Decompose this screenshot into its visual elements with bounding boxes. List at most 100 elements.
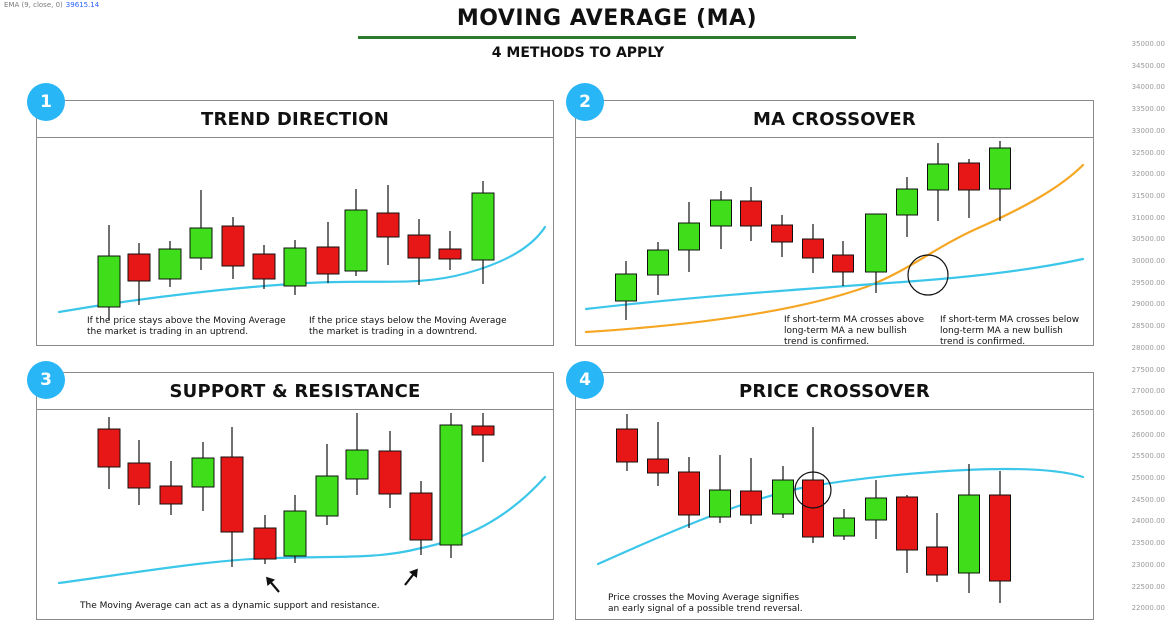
trend-direction-chart [57, 181, 547, 320]
bearish-candle [616, 414, 638, 471]
bearish-candle [958, 159, 980, 218]
price-tick: 28000.00 [1131, 343, 1165, 352]
bearish-candle [926, 513, 948, 582]
price-tick: 24500.00 [1131, 495, 1165, 504]
indicator-label: EMA (9, close, 0) [4, 1, 63, 9]
indicator-value: 39615.14 [65, 1, 100, 9]
arrow-icon [266, 576, 280, 593]
panel-title: MA CROSSOVER [576, 101, 1093, 138]
note-dynamic-support: The Moving Average can act as a dynamic … [80, 601, 380, 611]
bullish-candle [345, 413, 369, 495]
note-uptrend: If the price stays above the Moving Aver… [87, 316, 286, 337]
bearish-candle [989, 471, 1011, 603]
bearish-candle [409, 481, 433, 555]
bearish-candle [802, 224, 824, 273]
price-tick: 29000.00 [1131, 300, 1165, 309]
bullish-candle [158, 241, 182, 287]
bearish-candle [896, 495, 918, 573]
price-tick: 31500.00 [1131, 191, 1165, 200]
bullish-candle [833, 509, 855, 540]
bullish-candle [927, 143, 949, 221]
price-tick: 30000.00 [1131, 257, 1165, 265]
bullish-candle [896, 177, 918, 237]
bearish-candle [97, 417, 121, 489]
bullish-candle [710, 191, 732, 249]
support-resistance-chart [57, 413, 547, 593]
panel-title: TREND DIRECTION [37, 101, 553, 138]
price-tick: 30500.00 [1131, 235, 1165, 244]
price-tick: 23000.00 [1131, 560, 1165, 569]
price-tick: 34000.00 [1131, 83, 1165, 92]
panel-title: PRICE CROSSOVER [576, 373, 1093, 410]
bearish-candle [127, 243, 151, 305]
bearish-candle [220, 427, 244, 567]
price-tick: 32500.00 [1131, 148, 1165, 157]
price-tick: 27500.00 [1131, 365, 1165, 374]
bullish-candle [865, 213, 887, 293]
bullish-candle [989, 141, 1011, 221]
indicator-readout: EMA (9, close, 0) 39615.14 [4, 1, 99, 9]
price-axis[interactable]: 35000.00 34500.00 34000.00 33500.00 33000.00… [1121, 0, 1169, 630]
bearish-candle [127, 440, 151, 505]
bullish-candle [97, 225, 121, 320]
price-crossover-chart [596, 414, 1085, 603]
badge-2: 2 [566, 83, 604, 121]
note-downtrend: If the price stays below the Moving Aver… [309, 316, 507, 337]
price-tick: 24000.00 [1131, 517, 1165, 526]
crossover-circle [794, 471, 832, 509]
badge-1: 1 [27, 83, 65, 121]
bullish-candle [865, 480, 887, 539]
page-title: MOVING AVERAGE (MA) [456, 6, 758, 31]
price-tick: 26000.00 [1131, 430, 1165, 439]
price-tick: 25000.00 [1131, 474, 1165, 482]
bullish-candle [439, 413, 463, 558]
price-tick: 33500.00 [1131, 105, 1165, 114]
bearish-candle [740, 187, 762, 241]
bearish-candle [221, 217, 245, 279]
bullish-candle [678, 202, 700, 272]
note-bearish-cross: If short-term MA crosses below long-term… [940, 315, 1080, 347]
panel-price-crossover: PRICE CROSSOVER Price crosses the Moving… [575, 372, 1094, 620]
price-tick: 27000.00 [1131, 387, 1165, 396]
moving-average-line [596, 467, 1085, 566]
panel-trend-direction: TREND DIRECTION If the price stays above… [36, 100, 554, 346]
badge-3: 3 [27, 361, 65, 399]
price-tick: 33000.00 [1131, 126, 1165, 135]
bearish-candle [438, 231, 462, 270]
bullish-candle [709, 455, 731, 523]
panel-ma-crossover: MA CROSSOVER If short-term MA crosses ab… [575, 100, 1094, 347]
price-tick: 31000.00 [1131, 213, 1165, 222]
bearish-candle [376, 185, 400, 265]
bearish-candle [740, 458, 762, 524]
price-tick: 32000.00 [1131, 170, 1165, 179]
moving-average-line [57, 225, 547, 314]
bullish-candle [283, 495, 307, 563]
price-tick: 29500.00 [1131, 278, 1165, 287]
price-tick: 25500.00 [1131, 452, 1165, 461]
bullish-candle [647, 242, 669, 295]
moving-average-line [57, 475, 547, 585]
bullish-candle [191, 442, 215, 511]
price-tick: 22500.00 [1131, 582, 1165, 591]
moving-average-line [584, 163, 1085, 334]
panel-title: SUPPORT & RESISTANCE [37, 373, 553, 410]
price-tick: 28500.00 [1131, 322, 1165, 331]
moving-average-line [584, 257, 1085, 311]
bearish-candle [316, 222, 340, 283]
bearish-candle [407, 219, 431, 285]
bearish-candle [378, 431, 402, 508]
note-bullish-cross: If short-term MA crosses above long-term… [784, 315, 925, 347]
price-tick: 26500.00 [1131, 408, 1165, 417]
page-subtitle: 4 METHODS TO APPLY [491, 45, 665, 61]
bullish-candle [344, 189, 368, 276]
arrow-icon [404, 568, 418, 586]
note-trend-reversal: Price crosses the Moving Average signifi… [608, 593, 803, 614]
price-tick: 34500.00 [1131, 61, 1165, 70]
bearish-candle [832, 241, 854, 286]
bullish-candle [283, 240, 307, 295]
bullish-candle [772, 466, 794, 518]
title-underline [358, 36, 856, 39]
badge-4: 4 [566, 361, 604, 399]
price-tick: 22000.00 [1131, 604, 1165, 613]
bearish-candle [471, 413, 495, 462]
